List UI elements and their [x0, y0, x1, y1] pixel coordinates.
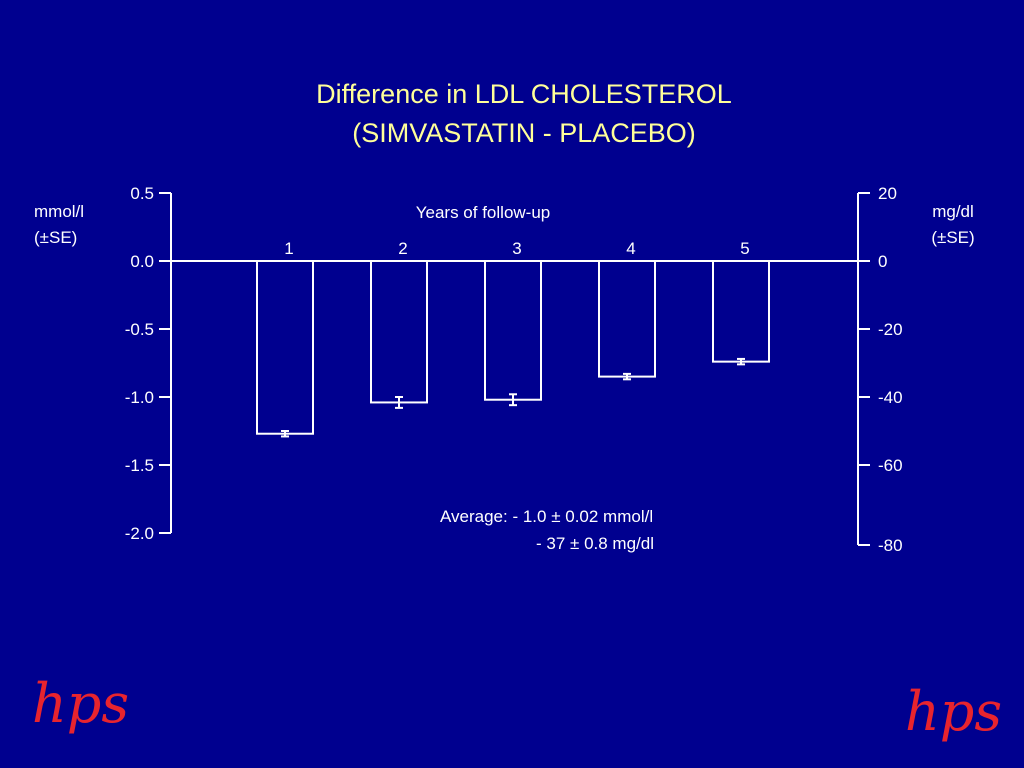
bar-year-1 [256, 260, 314, 435]
right-tick-label: 20 [878, 184, 897, 203]
category-label: 4 [626, 239, 635, 258]
bar-year-3 [484, 260, 542, 401]
bar-year-2 [370, 260, 428, 404]
average-annotation-line2: - 37 ± 0.8 mg/dl [536, 534, 654, 553]
left-tick-label: -0.5 [125, 320, 154, 339]
right-tick-label: -60 [878, 456, 903, 475]
right-tick-label: -20 [878, 320, 903, 339]
category-label: 2 [398, 239, 407, 258]
category-label: 5 [740, 239, 749, 258]
category-label: 3 [512, 239, 521, 258]
right-tick-label: 0 [878, 252, 887, 271]
left-tick-label: -2.0 [125, 524, 154, 543]
left-axis: 0.5 0.0 -0.5 -1.0 -1.5 -2.0 [125, 184, 172, 543]
right-tick-label: -80 [878, 536, 903, 555]
right-tick-label: -40 [878, 388, 903, 407]
right-axis: 20 0 -20 -40 -60 -80 [857, 184, 903, 555]
left-tick-label: -1.0 [125, 388, 154, 407]
hps-logo-right: hps [905, 680, 1002, 743]
bars [256, 260, 770, 435]
category-label: 1 [284, 239, 293, 258]
left-tick-label: -1.5 [125, 456, 154, 475]
right-axis-se: (±SE) [931, 228, 974, 247]
left-tick-label: 0.5 [130, 184, 154, 203]
left-axis-se: (±SE) [34, 228, 77, 247]
bar-year-5 [712, 260, 770, 363]
bar-year-4 [598, 260, 656, 378]
chart-title-line1: Difference in LDL CHOLESTEROL [316, 79, 732, 109]
average-annotation-line1: Average: - 1.0 ± 0.02 mmol/l [440, 507, 653, 526]
x-axis-label: Years of follow-up [416, 203, 551, 222]
chart-title-line2: (SIMVASTATIN - PLACEBO) [352, 118, 696, 148]
error-bars [281, 357, 745, 438]
hps-logo-left: hps [32, 672, 129, 735]
category-labels: 1 2 3 4 5 [284, 239, 749, 258]
right-axis-unit: mg/dl [932, 202, 974, 221]
left-axis-unit: mmol/l [34, 202, 84, 221]
left-tick-label: 0.0 [130, 252, 154, 271]
